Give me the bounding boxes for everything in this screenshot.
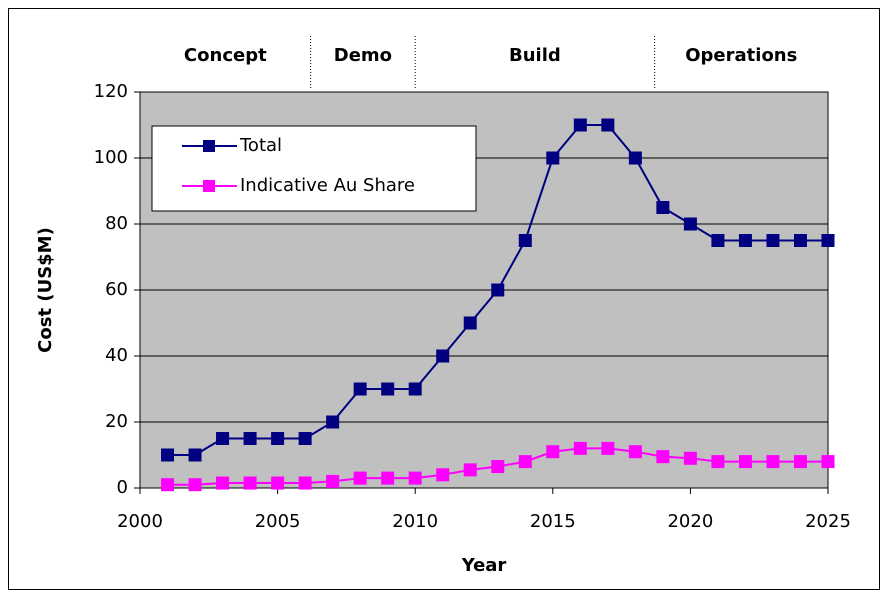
data-point [436,468,450,482]
data-point [436,349,450,363]
data-point [628,445,642,459]
x-tick-label: 2005 [255,511,301,532]
legend-box [151,125,477,212]
legend: Total Indicative Au Share [151,125,477,212]
data-point [353,382,367,396]
data-point [766,455,780,469]
y-tick-label: 40 [105,345,128,366]
plot-border [139,91,829,489]
data-point [298,476,312,490]
data-point [271,476,285,490]
legend-label: Indicative Au Share [240,175,415,196]
data-point [821,455,835,469]
data-point [683,451,697,465]
phase-label: Build [509,45,561,66]
phase-label: Concept [184,45,267,66]
data-point [353,471,367,485]
data-point [738,234,752,247]
data-point [161,478,175,492]
legend-marker [203,140,215,152]
data-point [491,460,505,474]
data-point [793,455,807,469]
data-point [573,441,587,455]
data-point [766,234,780,247]
data-point [463,463,477,477]
data-point [683,217,697,231]
data-point [381,382,395,396]
x-axis-label: Year [461,555,507,576]
data-point [656,450,670,464]
x-tick-label: 2000 [117,511,163,532]
data-point [711,455,725,469]
y-tick-label: 0 [117,477,128,498]
data-point [326,474,340,488]
y-tick-label: 120 [94,81,128,102]
data-point [711,234,725,247]
data-point [326,415,340,429]
data-point [463,316,477,330]
data-point [628,151,642,165]
data-point [601,441,615,455]
data-point [738,455,752,469]
data-point [243,432,257,445]
data-point [408,471,422,485]
data-point [408,382,422,396]
data-point [381,471,395,485]
legend-label: Total [239,135,282,156]
data-point [656,201,670,214]
y-tick-label: 20 [105,411,128,432]
x-tick-label: 2025 [805,511,851,532]
data-point [298,432,312,445]
data-point [546,445,560,459]
data-point [601,118,615,132]
y-tick-label: 80 [105,213,128,234]
y-axis-label: Cost (US$M) [35,227,56,353]
legend-marker [203,180,215,192]
data-point [518,455,532,469]
data-point [188,478,202,492]
data-point [491,283,505,297]
data-point [161,448,175,462]
data-point [546,151,560,165]
phase-label: Demo [334,45,392,66]
data-point [216,432,230,445]
x-tick-label: 2015 [530,511,576,532]
data-point [518,234,532,247]
data-point [271,432,285,445]
data-point [793,234,807,247]
data-point [243,476,257,490]
data-point [216,476,230,490]
y-tick-label: 100 [94,147,128,168]
y-tick-label: 60 [105,279,128,300]
data-point [188,448,202,462]
x-tick-label: 2020 [667,511,713,532]
data-point [573,118,587,132]
data-point [821,234,835,247]
phase-label: Operations [685,45,797,66]
x-tick-label: 2010 [392,511,438,532]
